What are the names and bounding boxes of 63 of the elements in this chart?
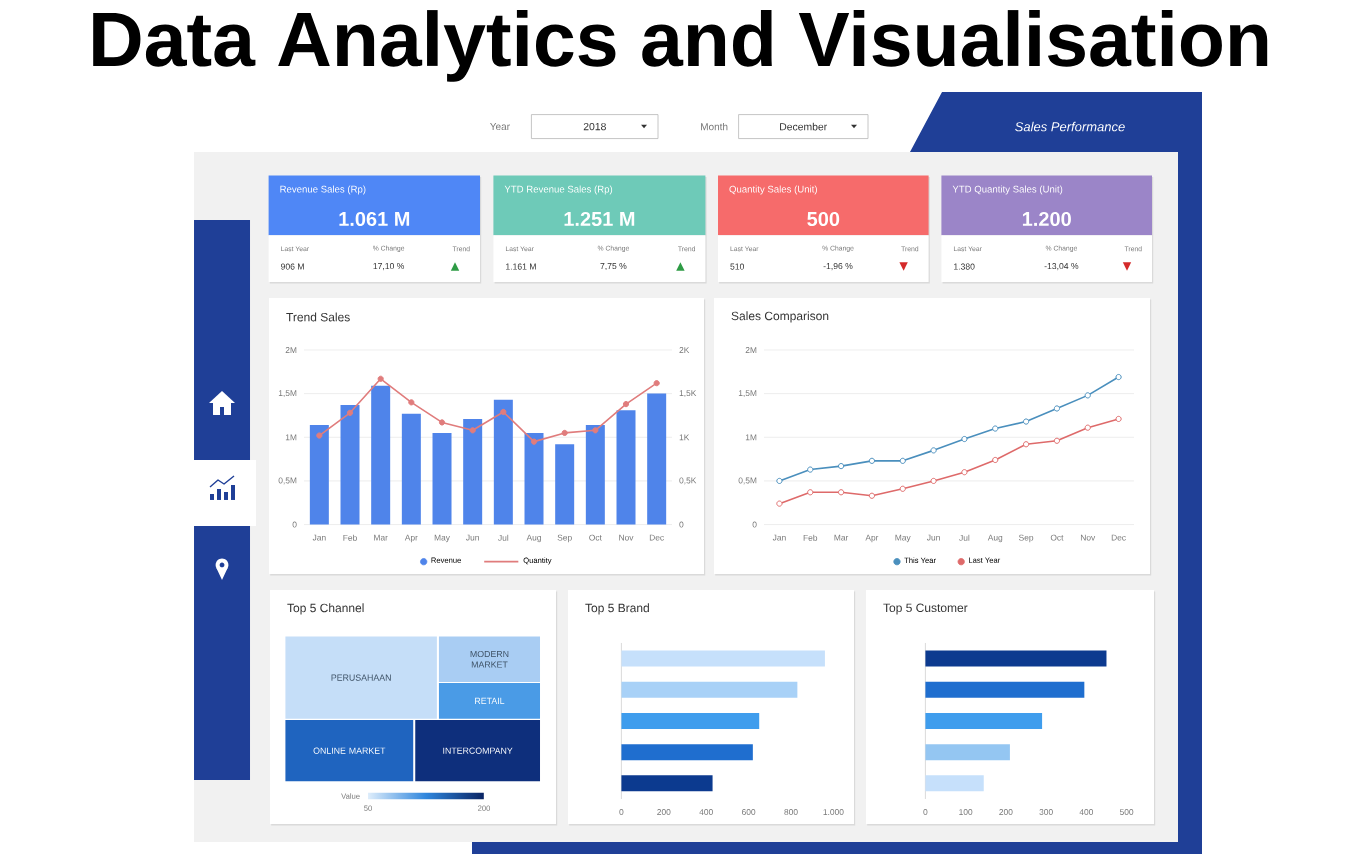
bar bbox=[401, 413, 421, 525]
point bbox=[500, 408, 507, 416]
text: 500 bbox=[807, 211, 840, 227]
bar bbox=[621, 775, 713, 792]
bar bbox=[432, 432, 452, 525]
point bbox=[316, 432, 323, 439]
point bbox=[992, 456, 999, 464]
point bbox=[961, 435, 968, 443]
text: Data Analytics and Visualisation bbox=[93, 10, 1268, 82]
point bbox=[653, 380, 660, 387]
point bbox=[1115, 373, 1122, 381]
point bbox=[961, 469, 968, 476]
point bbox=[622, 401, 630, 408]
bar bbox=[616, 410, 636, 525]
point bbox=[837, 489, 845, 496]
bar bbox=[463, 418, 483, 525]
point bbox=[992, 425, 999, 432]
bar bbox=[371, 385, 391, 525]
bar bbox=[925, 744, 1010, 761]
point bbox=[1053, 405, 1061, 412]
bar bbox=[340, 404, 360, 525]
point bbox=[868, 457, 876, 464]
bar bbox=[585, 425, 605, 525]
point bbox=[868, 492, 876, 499]
point bbox=[930, 447, 937, 454]
point bbox=[469, 427, 476, 434]
text: 1.200 bbox=[1022, 211, 1071, 227]
point bbox=[408, 399, 415, 406]
point bbox=[377, 375, 384, 382]
bar bbox=[493, 399, 513, 525]
point bbox=[1084, 424, 1091, 431]
point bbox=[1115, 415, 1122, 423]
point bbox=[438, 419, 446, 426]
bar bbox=[621, 650, 825, 667]
point bbox=[1022, 441, 1030, 448]
bar bbox=[621, 681, 798, 698]
point bbox=[1084, 392, 1091, 399]
bar bbox=[621, 744, 753, 761]
text: 1.251 M bbox=[564, 211, 635, 227]
point bbox=[807, 466, 814, 473]
text: 1.061 M bbox=[339, 211, 410, 227]
bar bbox=[925, 650, 1107, 667]
point bbox=[1022, 418, 1030, 425]
bar bbox=[925, 775, 984, 792]
bar bbox=[524, 432, 544, 525]
point bbox=[807, 489, 814, 496]
bar bbox=[647, 393, 667, 525]
point bbox=[837, 462, 845, 470]
bar bbox=[621, 712, 760, 729]
bar bbox=[555, 444, 575, 525]
bar bbox=[309, 425, 329, 525]
point bbox=[346, 409, 354, 416]
point bbox=[530, 438, 538, 445]
point bbox=[776, 500, 783, 507]
point bbox=[899, 457, 906, 464]
bar bbox=[925, 712, 1043, 729]
point bbox=[776, 477, 783, 485]
bar bbox=[925, 681, 1085, 698]
point bbox=[930, 477, 937, 485]
point bbox=[592, 427, 599, 434]
point bbox=[561, 429, 568, 437]
point bbox=[899, 485, 906, 492]
point bbox=[1053, 437, 1061, 444]
